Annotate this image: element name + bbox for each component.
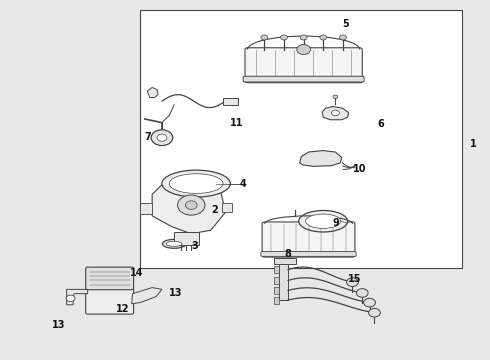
Text: 13: 13 — [52, 320, 66, 330]
Bar — [274, 277, 279, 284]
Bar — [274, 258, 296, 264]
Text: 2: 2 — [211, 206, 218, 216]
Bar — [223, 98, 238, 105]
Circle shape — [331, 110, 339, 116]
FancyBboxPatch shape — [262, 222, 355, 257]
Text: 1: 1 — [470, 139, 476, 149]
Ellipse shape — [306, 214, 341, 228]
Text: 10: 10 — [352, 164, 366, 174]
Ellipse shape — [166, 241, 182, 246]
Circle shape — [346, 278, 358, 287]
FancyBboxPatch shape — [243, 76, 364, 82]
Text: 9: 9 — [333, 218, 340, 228]
Text: 8: 8 — [284, 248, 291, 258]
Circle shape — [300, 35, 307, 40]
Text: 4: 4 — [240, 179, 247, 189]
Circle shape — [281, 35, 288, 40]
Polygon shape — [152, 176, 225, 234]
Bar — [274, 266, 279, 273]
Polygon shape — [300, 150, 342, 166]
Polygon shape — [322, 107, 348, 120]
Ellipse shape — [299, 211, 347, 232]
FancyBboxPatch shape — [261, 252, 356, 256]
Circle shape — [185, 201, 197, 210]
Text: 5: 5 — [343, 19, 349, 29]
Circle shape — [368, 309, 380, 317]
Bar — [140, 10, 463, 268]
Circle shape — [333, 95, 338, 99]
Polygon shape — [132, 288, 162, 304]
Text: 12: 12 — [116, 304, 129, 314]
Circle shape — [364, 298, 375, 307]
Circle shape — [261, 35, 268, 40]
Circle shape — [66, 295, 75, 302]
Text: 14: 14 — [130, 268, 144, 278]
Circle shape — [340, 35, 346, 40]
Ellipse shape — [169, 174, 223, 193]
Text: 15: 15 — [347, 274, 361, 284]
Bar — [279, 261, 288, 300]
Ellipse shape — [162, 170, 230, 197]
Circle shape — [157, 134, 167, 141]
Text: 7: 7 — [145, 132, 151, 142]
Bar — [174, 232, 198, 244]
Text: 3: 3 — [191, 241, 198, 251]
Bar — [274, 297, 279, 304]
Bar — [140, 203, 152, 214]
Circle shape — [151, 130, 172, 145]
Polygon shape — [67, 289, 88, 305]
FancyBboxPatch shape — [245, 48, 362, 83]
Text: 13: 13 — [169, 288, 183, 298]
Text: 11: 11 — [230, 118, 244, 128]
Circle shape — [297, 45, 311, 55]
FancyBboxPatch shape — [86, 288, 134, 314]
Circle shape — [177, 195, 205, 215]
Circle shape — [356, 289, 368, 297]
FancyBboxPatch shape — [86, 267, 134, 290]
Bar — [221, 203, 232, 212]
Ellipse shape — [162, 239, 186, 248]
Bar — [274, 287, 279, 294]
Text: 6: 6 — [377, 120, 384, 129]
Polygon shape — [147, 87, 158, 98]
Circle shape — [320, 35, 327, 40]
